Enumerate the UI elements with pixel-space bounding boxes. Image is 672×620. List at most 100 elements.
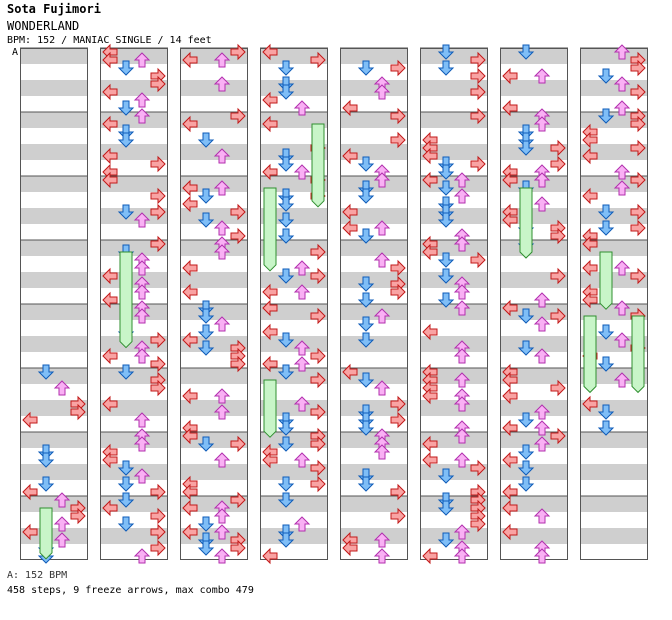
left-arrow-icon xyxy=(342,539,358,557)
up-arrow-icon xyxy=(213,388,231,404)
up-arrow-icon xyxy=(213,148,231,164)
right-arrow-icon xyxy=(310,403,326,421)
down-arrow-icon xyxy=(437,468,455,484)
right-arrow-icon xyxy=(230,491,246,509)
up-arrow-icon xyxy=(213,404,231,420)
left-arrow-icon xyxy=(102,267,118,285)
down-arrow-icon xyxy=(517,460,535,476)
up-arrow-icon xyxy=(613,180,631,196)
down-arrow-icon xyxy=(597,324,615,340)
down-arrow-icon xyxy=(197,340,215,356)
left-arrow-icon xyxy=(182,499,198,517)
up-arrow-icon xyxy=(613,300,631,316)
down-arrow-icon xyxy=(117,364,135,380)
up-arrow-icon xyxy=(453,428,471,444)
down-arrow-icon xyxy=(437,532,455,548)
right-arrow-icon xyxy=(150,75,166,93)
left-arrow-icon xyxy=(502,419,518,437)
up-arrow-icon xyxy=(133,92,151,108)
down-arrow-icon xyxy=(597,108,615,124)
right-arrow-icon xyxy=(230,539,246,557)
up-arrow-icon xyxy=(133,52,151,68)
right-arrow-icon xyxy=(630,115,646,133)
column-border xyxy=(260,48,328,560)
up-arrow-icon xyxy=(613,164,631,180)
left-arrow-icon xyxy=(262,323,278,341)
right-arrow-icon xyxy=(150,187,166,205)
right-arrow-icon xyxy=(310,475,326,493)
up-arrow-icon xyxy=(133,548,151,564)
left-arrow-icon xyxy=(102,171,118,189)
down-arrow-icon xyxy=(117,492,135,508)
left-arrow-icon xyxy=(182,115,198,133)
down-arrow-icon xyxy=(197,132,215,148)
up-arrow-icon xyxy=(133,468,151,484)
freeze-arrow-icon xyxy=(311,123,325,208)
right-arrow-icon xyxy=(310,243,326,261)
left-arrow-icon xyxy=(582,235,598,253)
right-arrow-icon xyxy=(470,107,486,125)
down-arrow-icon xyxy=(197,324,215,340)
right-arrow-icon xyxy=(230,435,246,453)
up-arrow-icon xyxy=(53,380,71,396)
left-arrow-icon xyxy=(422,323,438,341)
left-arrow-icon xyxy=(102,115,118,133)
right-arrow-icon xyxy=(150,379,166,397)
chart-column xyxy=(580,47,648,560)
right-arrow-icon xyxy=(230,43,246,61)
left-arrow-icon xyxy=(262,547,278,565)
up-arrow-icon xyxy=(133,412,151,428)
left-arrow-icon xyxy=(342,203,358,221)
down-arrow-icon xyxy=(357,156,375,172)
left-arrow-icon xyxy=(102,395,118,413)
up-arrow-icon xyxy=(533,348,551,364)
up-arrow-icon xyxy=(133,436,151,452)
artist-name: Sota Fujimori xyxy=(7,2,101,16)
right-arrow-icon xyxy=(390,507,406,525)
down-arrow-icon xyxy=(357,228,375,244)
down-arrow-icon xyxy=(37,476,55,492)
chart-column xyxy=(420,47,488,560)
column-border xyxy=(340,48,408,560)
left-arrow-icon xyxy=(22,411,38,429)
down-arrow-icon xyxy=(197,540,215,556)
down-arrow-icon xyxy=(117,476,135,492)
down-arrow-icon xyxy=(517,140,535,156)
up-arrow-icon xyxy=(133,108,151,124)
right-arrow-icon xyxy=(150,507,166,525)
down-arrow-icon xyxy=(197,436,215,452)
up-arrow-icon xyxy=(533,316,551,332)
up-arrow-icon xyxy=(293,164,311,180)
up-arrow-icon xyxy=(213,452,231,468)
left-arrow-icon xyxy=(502,371,518,389)
down-arrow-icon xyxy=(197,516,215,532)
right-arrow-icon xyxy=(150,539,166,557)
up-arrow-icon xyxy=(133,212,151,228)
left-arrow-icon xyxy=(502,387,518,405)
up-arrow-icon xyxy=(533,548,551,564)
left-arrow-icon xyxy=(502,451,518,469)
up-arrow-icon xyxy=(213,548,231,564)
down-arrow-icon xyxy=(277,228,295,244)
up-arrow-icon xyxy=(293,340,311,356)
up-arrow-icon xyxy=(453,372,471,388)
up-arrow-icon xyxy=(133,348,151,364)
left-arrow-icon xyxy=(182,387,198,405)
up-arrow-icon xyxy=(293,260,311,276)
up-arrow-icon xyxy=(533,436,551,452)
up-arrow-icon xyxy=(213,76,231,92)
left-arrow-icon xyxy=(502,99,518,117)
right-arrow-icon xyxy=(70,403,86,421)
right-arrow-icon xyxy=(310,459,326,477)
down-arrow-icon xyxy=(277,156,295,172)
left-arrow-icon xyxy=(582,291,598,309)
left-arrow-icon xyxy=(182,427,198,445)
left-arrow-icon xyxy=(502,523,518,541)
right-arrow-icon xyxy=(150,355,166,373)
right-arrow-icon xyxy=(390,411,406,429)
left-arrow-icon xyxy=(582,147,598,165)
freeze-arrow-icon xyxy=(631,315,645,394)
down-arrow-icon xyxy=(437,164,455,180)
left-arrow-icon xyxy=(182,195,198,213)
up-arrow-icon xyxy=(613,372,631,388)
